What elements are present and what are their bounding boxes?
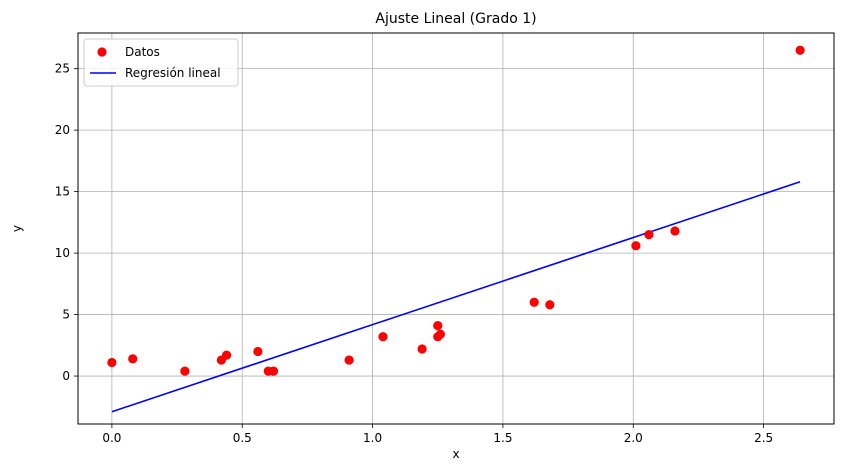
regression-line (111, 181, 801, 413)
x-axis-label: x (452, 447, 459, 461)
legend-label: Regresión lineal (125, 66, 221, 80)
x-tick-label: 0.5 (233, 431, 252, 445)
legend-box (83, 38, 239, 87)
plot-frame (77, 32, 835, 425)
x-tick-label: 2.5 (754, 431, 773, 445)
data-point (545, 300, 555, 310)
data-point (268, 366, 279, 376)
data-point (344, 355, 354, 365)
data-point (128, 354, 138, 364)
y-tick-label: 5 (62, 308, 70, 322)
data-point (378, 332, 388, 342)
data-point (795, 45, 805, 55)
data-point (435, 329, 445, 339)
x-tick-label: 1.5 (493, 431, 512, 445)
y-axis-label: y (10, 225, 24, 232)
x-tick-label: 0.0 (102, 431, 121, 445)
y-tick-label: 25 (55, 62, 70, 76)
y-tick-label: 15 (55, 185, 70, 199)
data-point (221, 350, 232, 360)
data-point (433, 321, 443, 331)
legend-marker-datos (97, 47, 107, 57)
legend: Datos Regresión lineal (83, 38, 239, 87)
data-point (180, 366, 190, 376)
x-tick-label: 2.0 (624, 431, 643, 445)
y-axis-ticks: 0 5 10 15 20 25 (55, 62, 78, 383)
data-point (417, 344, 427, 354)
x-axis-ticks: 0.0 0.5 1.0 1.5 2.0 2.5 (102, 424, 773, 445)
grid (78, 33, 834, 424)
data-point (670, 226, 680, 236)
data-point (529, 297, 539, 307)
y-tick-label: 10 (55, 246, 70, 260)
y-tick-label: 20 (55, 123, 70, 137)
data-point (631, 241, 641, 251)
x-tick-label: 1.0 (363, 431, 382, 445)
legend-label: Datos (125, 45, 160, 59)
data-point (107, 357, 117, 368)
plot-series (107, 45, 805, 413)
chart-title: Ajuste Lineal (Grado 1) (375, 11, 536, 27)
data-point (644, 230, 654, 240)
data-point (253, 346, 263, 357)
y-tick-label: 0 (62, 369, 70, 383)
